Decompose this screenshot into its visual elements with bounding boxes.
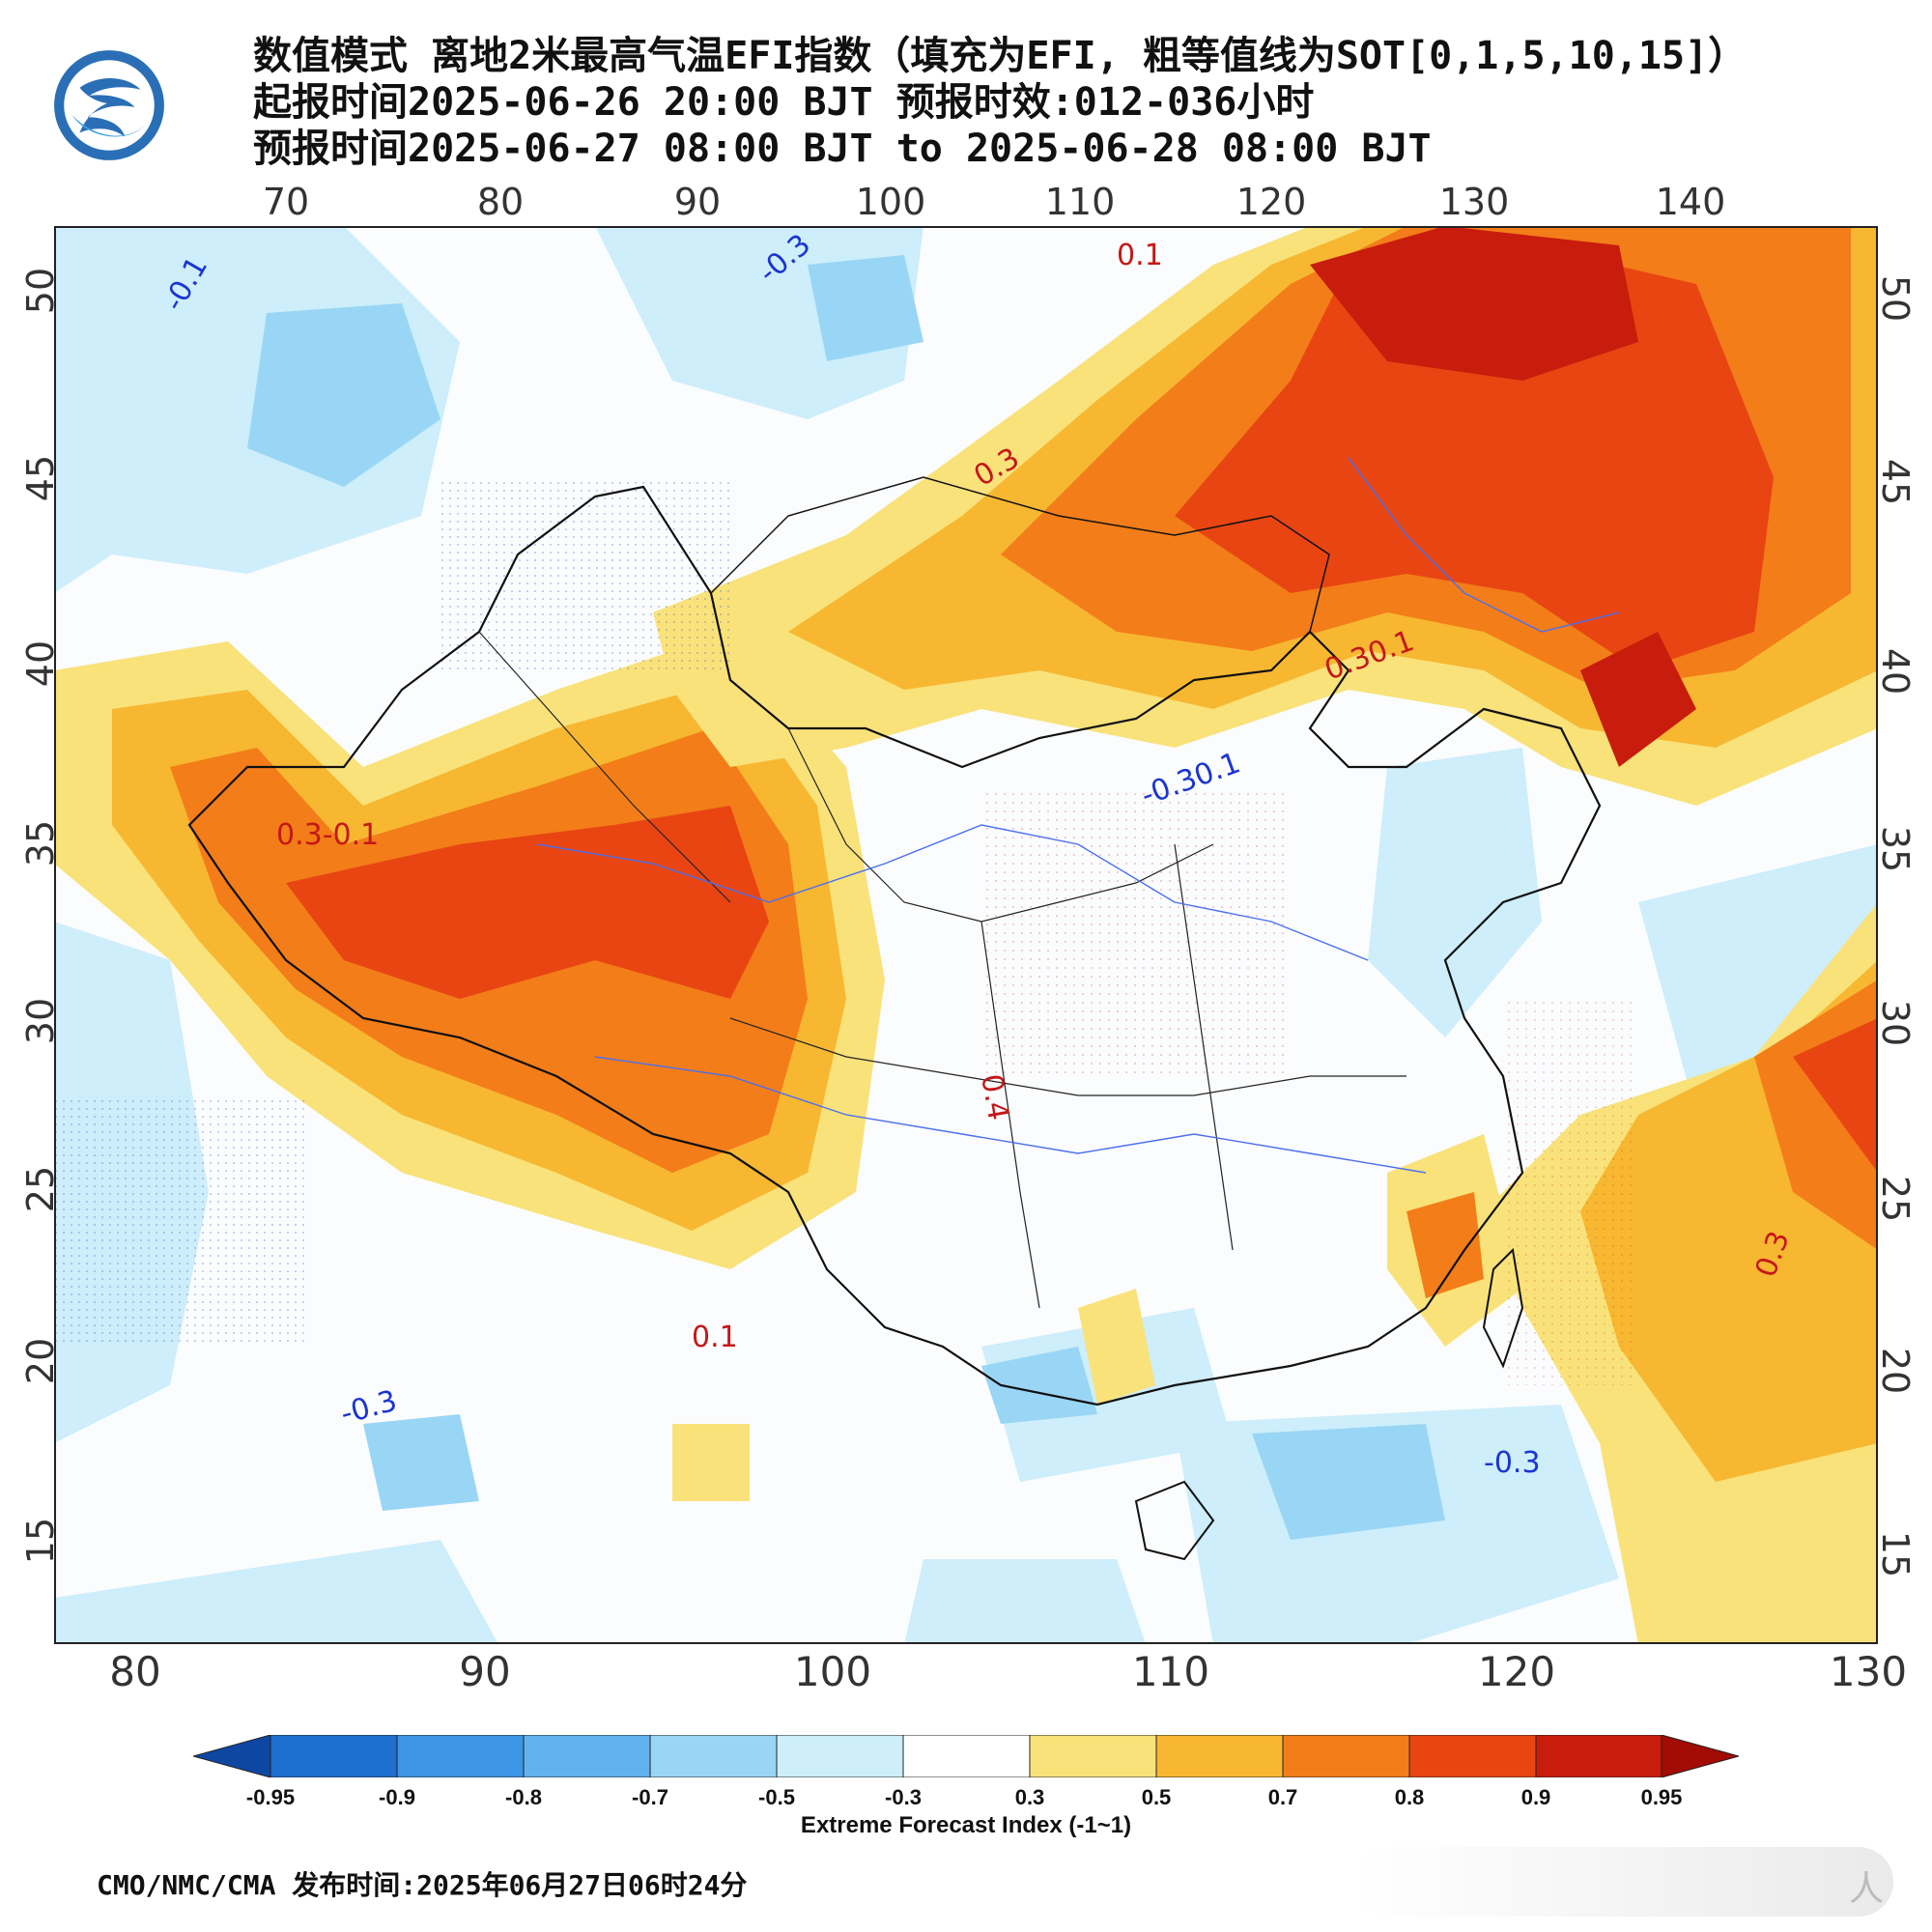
contour-label: 0.4 (974, 1071, 1015, 1122)
right-lat-tick: 25 (1874, 1175, 1917, 1223)
colorbar-swatch (270, 1735, 398, 1777)
colorbar-swatch (1535, 1735, 1662, 1777)
bottom-lon-tick: 120 (1477, 1648, 1556, 1695)
hainan-island (1134, 1480, 1215, 1561)
bottom-lon-tick: 90 (459, 1648, 511, 1695)
right-lat-tick: 20 (1874, 1347, 1917, 1395)
cma-logo (54, 50, 164, 160)
colorbar-tick-label: 0.3 (1014, 1785, 1045, 1809)
colorbar-swatch (776, 1735, 904, 1777)
contour-label: -0.3 (1484, 1446, 1541, 1480)
top-lon-tick: 70 (262, 181, 310, 223)
efi-map: -0.1 -0.3 0.1 0.3 0.4 0.30.1 0.3-0.1 -0.… (54, 226, 1878, 1644)
taiwan-island (1482, 1247, 1524, 1369)
cool-anomaly-cores (247, 255, 1445, 1540)
colorbar-tick-label: -0.9 (379, 1785, 415, 1809)
colorbar-title: Extreme Forecast Index (-1~1) (800, 1812, 1132, 1838)
colorbar-tick-label: -0.8 (505, 1785, 542, 1809)
colorbar-swatch (649, 1735, 778, 1777)
title-line-2: 起报时间2025-06-26 20:00 BJT 预报时效:012-036小时 (253, 80, 1315, 125)
title-line-3: 预报时间2025-06-27 08:00 BJT to 2025-06-28 0… (253, 127, 1432, 171)
colorbar-swatch (1155, 1735, 1284, 1777)
bottom-lon-tick: 130 (1829, 1648, 1908, 1695)
colorbar-tick-label: 0.5 (1141, 1785, 1172, 1809)
top-lon-tick: 90 (673, 181, 722, 223)
right-lat-tick: 30 (1874, 999, 1917, 1047)
contour-label: 0.3-0.1 (276, 818, 379, 852)
colorbar-swatch (1408, 1735, 1537, 1777)
contour-label: 0.1 (692, 1321, 738, 1354)
colorbar-swatch (902, 1735, 1031, 1777)
bottom-lon-tick: 100 (793, 1648, 872, 1695)
top-lon-tick: 140 (1655, 181, 1726, 223)
map-border (54, 226, 1878, 1644)
top-lon-tick: 80 (476, 181, 525, 223)
warm-anomaly-pacific (1484, 902, 1878, 1644)
top-lon-tick: 130 (1438, 181, 1510, 223)
right-lat-tick: 40 (1874, 647, 1917, 696)
colorbar-swatch (1029, 1735, 1157, 1777)
right-lat-tick: 15 (1874, 1530, 1917, 1578)
warm-anomaly-northeast (653, 226, 1878, 806)
contour-label: 0.1 (1117, 239, 1163, 272)
bottom-lon-tick: 110 (1131, 1648, 1210, 1695)
colorbar-tick-label: 0.8 (1394, 1785, 1425, 1809)
contour-texture (54, 1095, 305, 1347)
colorbar-low-arrow (193, 1735, 271, 1777)
colorbar-tick-label: 0.95 (1640, 1785, 1683, 1809)
colorbar-swatch (523, 1735, 651, 1777)
top-lon-tick: 100 (855, 181, 926, 223)
title-line-1: 数值模式 离地2米最高气温EFI指数（填充为EFI, 粗等值线为SOT[0,1,… (253, 34, 1747, 78)
bottom-lon-tick: 80 (109, 1648, 161, 1695)
mongolia-boundary (710, 476, 1330, 720)
colorbar-tick-label: -0.95 (245, 1785, 296, 1809)
top-lon-tick: 110 (1044, 181, 1116, 223)
colorbar-tick-label: -0.5 (758, 1785, 795, 1809)
colorbar-high-arrow (1661, 1735, 1739, 1777)
contour-texture (1503, 999, 1638, 1385)
issue-time-footer: CMO/NMC/CMA 发布时间:2025年06月27日06时24分 (97, 1869, 748, 1901)
rivers (536, 457, 1620, 1174)
colorbar-tick-label: -0.3 (885, 1785, 922, 1809)
right-lat-tick: 50 (1874, 274, 1917, 323)
colorbar-swatch (1282, 1735, 1410, 1777)
top-lon-tick: 120 (1236, 181, 1307, 223)
colorbar-tick-label: 0.9 (1520, 1785, 1551, 1809)
colorbar-tick-label: 0.7 (1267, 1785, 1298, 1809)
right-lat-tick: 35 (1874, 825, 1917, 873)
title-block: 数值模式 离地2米最高气温EFI指数（填充为EFI, 粗等值线为SOT[0,1,… (253, 33, 1747, 172)
province-boundaries (478, 631, 1406, 1309)
watermark-text: 人 (1848, 1869, 1884, 1909)
colorbar-tick-label: -0.7 (632, 1785, 668, 1809)
contour-texture (981, 786, 1291, 1076)
warm-anomaly-tibet (54, 632, 885, 1269)
efi-colorbar (193, 1735, 1739, 1777)
colorbar-swatch (396, 1735, 525, 1777)
watermark: 人 (1352, 1847, 1893, 1917)
right-lat-tick: 45 (1874, 458, 1917, 506)
contour-texture (440, 477, 730, 670)
